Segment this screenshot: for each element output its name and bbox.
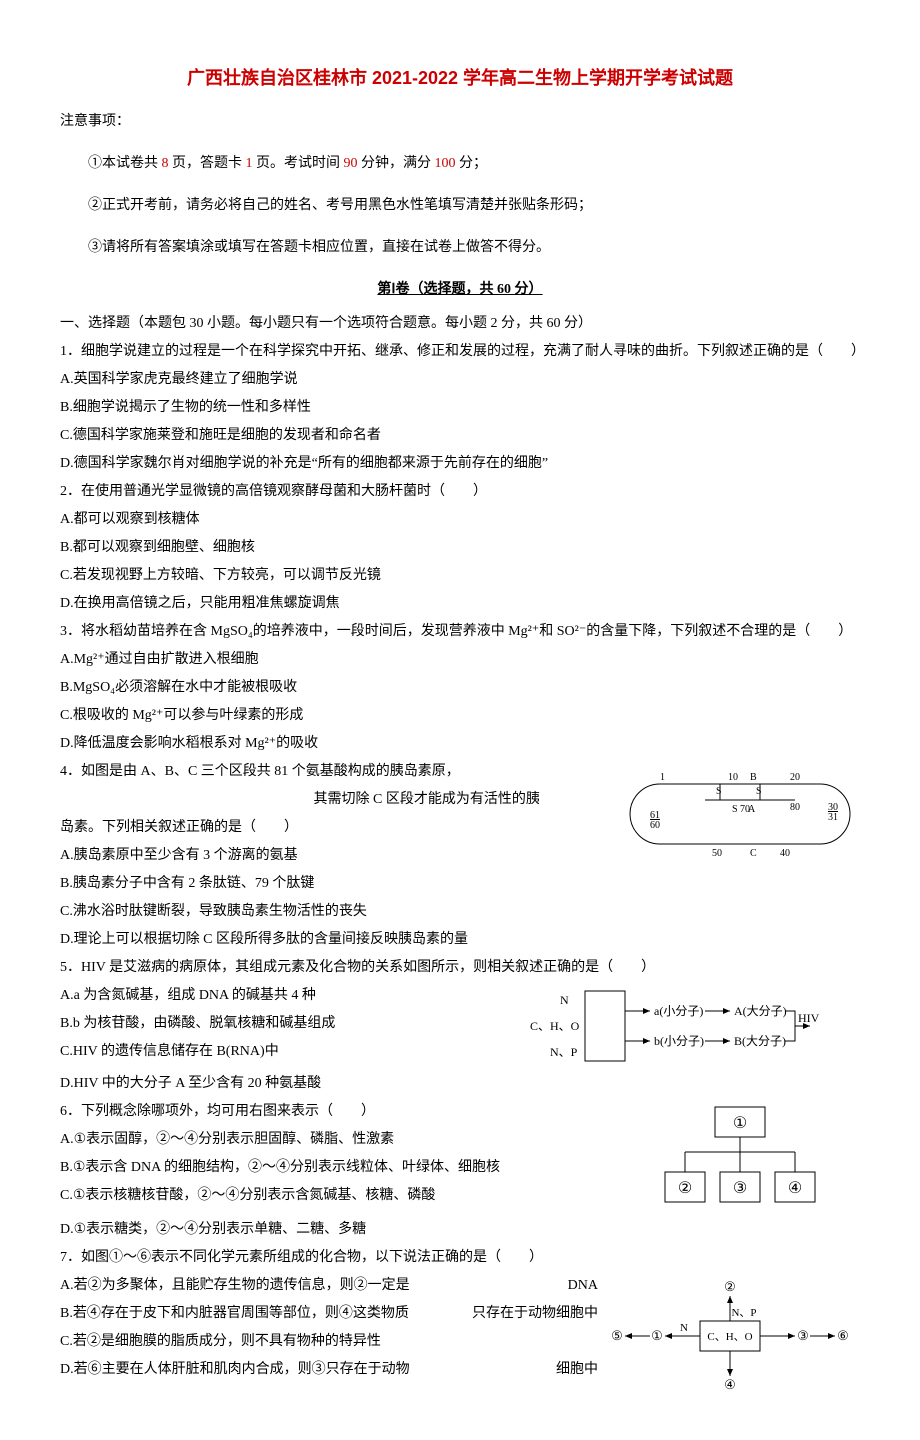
q6-block: ① ② ③ ④ 6．下列概念除哪项外，均可用右图来表示（ ） A.①表示固醇，②… — [60, 1098, 860, 1244]
q2-A: A.都可以观察到核糖体 — [60, 506, 860, 534]
q1-B: B.细胞学说揭示了生物的统一性和多样性 — [60, 394, 860, 422]
d4-s3: S — [732, 804, 738, 815]
notice-1-post: 分； — [456, 156, 488, 171]
d4-s2: S — [756, 786, 762, 797]
notice-2: ②正式开考前，请务必将自己的姓名、考号用黑色水性笔填写清楚并张贴条形码； — [60, 192, 860, 220]
d4-lC: C — [750, 848, 757, 859]
d6-3: ③ — [733, 1180, 747, 1197]
notice-1-m1: 页，答题卡 — [169, 156, 246, 171]
exam-page: 广西壮族自治区桂林市 2021-2022 学年高二生物上学期开学考试试题 注意事… — [0, 0, 920, 1440]
notice-1: ①本试卷共 8 页，答题卡 1 页。考试时间 90 分钟，满分 100 分； — [60, 150, 860, 178]
notice-1-m2: 页。考试时间 — [253, 156, 344, 171]
d7-CHO: C、H、O — [707, 1331, 752, 1343]
q2-D: D.在换用高倍镜之后，只能用粗准焦螺旋调焦 — [60, 590, 860, 618]
q3-A: A.Mg²⁺通过自由扩散进入根细胞 — [60, 646, 860, 674]
q3-stem: 3．将水稻幼苗培养在含 MgSO₄的培养液中，一段时间后，发现营养液中 Mg²⁺… — [60, 618, 860, 646]
q4-diagram: 1 10 B 20 S S A S 70 80 30 31 61 60 50 C — [620, 762, 860, 862]
d7-N: N — [680, 1322, 688, 1334]
d7-3: ③ — [797, 1328, 809, 1343]
q5-block: 5．HIV 是艾滋病的病原体，其组成元素及化合物的关系如图所示，则相关叙述正确的… — [60, 954, 860, 1098]
q4-B: B.胰岛素分子中含有 2 条肽链、79 个肽键 — [60, 870, 860, 898]
q6-D: D.①表示糖类，②～④分别表示单糖、二糖、多糖 — [60, 1216, 860, 1244]
notice-label: 注意事项： — [60, 108, 860, 136]
d5-b: b(小分子) — [654, 1034, 704, 1048]
q1-D: D.德国科学家魏尔肖对细胞学说的补充是“所有的细胞都来源于先前存在的细胞” — [60, 450, 860, 478]
exam-title: 广西壮族自治区桂林市 2021-2022 学年高二生物上学期开学考试试题 — [60, 60, 860, 96]
q4-stem-b: 其需切除 C 区段才能成为有活性的胰 — [314, 792, 540, 807]
q7-D-b: 细胞中 — [556, 1356, 598, 1384]
d6-4: ④ — [788, 1180, 802, 1197]
d5-CHO: C、H、O — [530, 1019, 580, 1033]
q7-B-a: B.若④存在于皮下和内脏器官周围等部位，则④这类物质 — [60, 1306, 409, 1321]
section-1-intro: 一、选择题（本题包 30 小题。每小题只有一个选项符合题意。每小题 2 分，共 … — [60, 310, 860, 338]
q7-stem: 7．如图①～⑥表示不同化学元素所组成的化合物，以下说法正确的是（ ） — [60, 1244, 860, 1272]
notice-1-r2: 1 — [246, 156, 253, 171]
q7-D-a: D.若⑥主要在人体肝脏和肌肉内合成，则③只存在于动物 — [60, 1362, 410, 1377]
d7-NP: N、P — [731, 1307, 756, 1319]
d6-2: ② — [678, 1180, 692, 1197]
d5-HIV: HIV — [798, 1011, 820, 1025]
q5-diagram: N C、H、O N、P a(小分子) A(大分子) b(小分子) B(大分子) … — [520, 986, 820, 1066]
q5-D: D.HIV 中的大分子 A 至少含有 20 种氨基酸 — [60, 1070, 860, 1098]
q7-A-b: DNA — [568, 1272, 598, 1300]
d7-6: ⑥ — [837, 1328, 849, 1343]
notice-1-pre: ①本试卷共 — [88, 156, 162, 171]
q7-block: 7．如图①～⑥表示不同化学元素所组成的化合物，以下说法正确的是（ ） — [60, 1244, 860, 1400]
d7-4: ④ — [724, 1377, 736, 1392]
q1-A: A.英国科学家虎克最终建立了细胞学说 — [60, 366, 860, 394]
notice-1-m3: 分钟，满分 — [358, 156, 435, 171]
d4-lB: B — [750, 772, 757, 783]
d5-a: a(小分子) — [654, 1004, 703, 1018]
d4-l60: 60 — [650, 820, 660, 831]
q3-D: D.降低温度会影响水稻根系对 Mg²⁺的吸收 — [60, 730, 860, 758]
d4-l31: 31 — [828, 812, 838, 823]
notice-1-r3: 90 — [344, 156, 358, 171]
d4-l20: 20 — [790, 772, 800, 783]
q4-stem-a: 4．如图是由 A、B、C 三个区段共 81 个氨基酸构成的胰岛素原， — [60, 764, 460, 779]
q7-B-b: 只存在于动物细胞中 — [472, 1300, 598, 1328]
q1-C: C.德国科学家施莱登和施旺是细胞的发现者和命名者 — [60, 422, 860, 450]
q3-C: C.根吸收的 Mg²⁺可以参与叶绿素的形成 — [60, 702, 860, 730]
q3-B: B.MgSO₄必须溶解在水中才能被根吸收 — [60, 674, 860, 702]
q7-A-a: A.若②为多聚体，且能贮存生物的遗传信息，则②一定是 — [60, 1278, 410, 1293]
d5-A: A(大分子) — [734, 1004, 787, 1018]
q4-D: D.理论上可以根据切除 C 区段所得多肽的含量间接反映胰岛素的量 — [60, 926, 860, 954]
q4-C: C.沸水浴时肽键断裂，导致胰岛素生物活性的丧失 — [60, 898, 860, 926]
q2-B: B.都可以观察到细胞壁、细胞核 — [60, 534, 860, 562]
d5-NP: N、P — [550, 1045, 578, 1059]
d7-1: ① — [651, 1328, 663, 1343]
d6-1: ① — [733, 1115, 747, 1132]
section-1-header: 第Ⅰ卷（选择题，共 60 分） — [60, 276, 860, 304]
q1-stem: 1．细胞学说建立的过程是一个在科学探究中开拓、继承、修正和发展的过程，充满了耐人… — [60, 338, 860, 366]
d4-s1: S — [716, 786, 722, 797]
notice-1-r4: 100 — [435, 156, 456, 171]
d4-l40: 40 — [780, 848, 790, 859]
q4-block: 1 10 B 20 S S A S 70 80 30 31 61 60 50 C — [60, 758, 860, 954]
q5-stem: 5．HIV 是艾滋病的病原体，其组成元素及化合物的关系如图所示，则相关叙述正确的… — [60, 954, 860, 982]
d4-l10: 10 — [728, 772, 738, 783]
d4-l70: 70 — [740, 804, 750, 815]
d5-N: N — [560, 993, 569, 1007]
q2-stem: 2．在使用普通光学显微镜的高倍镜观察酵母菌和大肠杆菌时（ ） — [60, 478, 860, 506]
d7-2: ② — [724, 1279, 736, 1294]
d4-l1: 1 — [660, 772, 665, 783]
q6-diagram: ① ② ③ ④ — [650, 1102, 830, 1212]
q7-diagram: ② ④ ⑤ ① ③ ⑥ N、P N C、H、O — [610, 1276, 850, 1396]
d7-5: ⑤ — [611, 1328, 623, 1343]
d5-B: B(大分子) — [734, 1034, 786, 1048]
q2-C: C.若发现视野上方较暗、下方较亮，可以调节反光镜 — [60, 562, 860, 590]
d4-l80: 80 — [790, 802, 800, 813]
notice-3: ③请将所有答案填涂或填写在答题卡相应位置，直接在试卷上做答不得分。 — [60, 234, 860, 262]
notice-1-r1: 8 — [162, 156, 169, 171]
d4-l50: 50 — [712, 848, 722, 859]
